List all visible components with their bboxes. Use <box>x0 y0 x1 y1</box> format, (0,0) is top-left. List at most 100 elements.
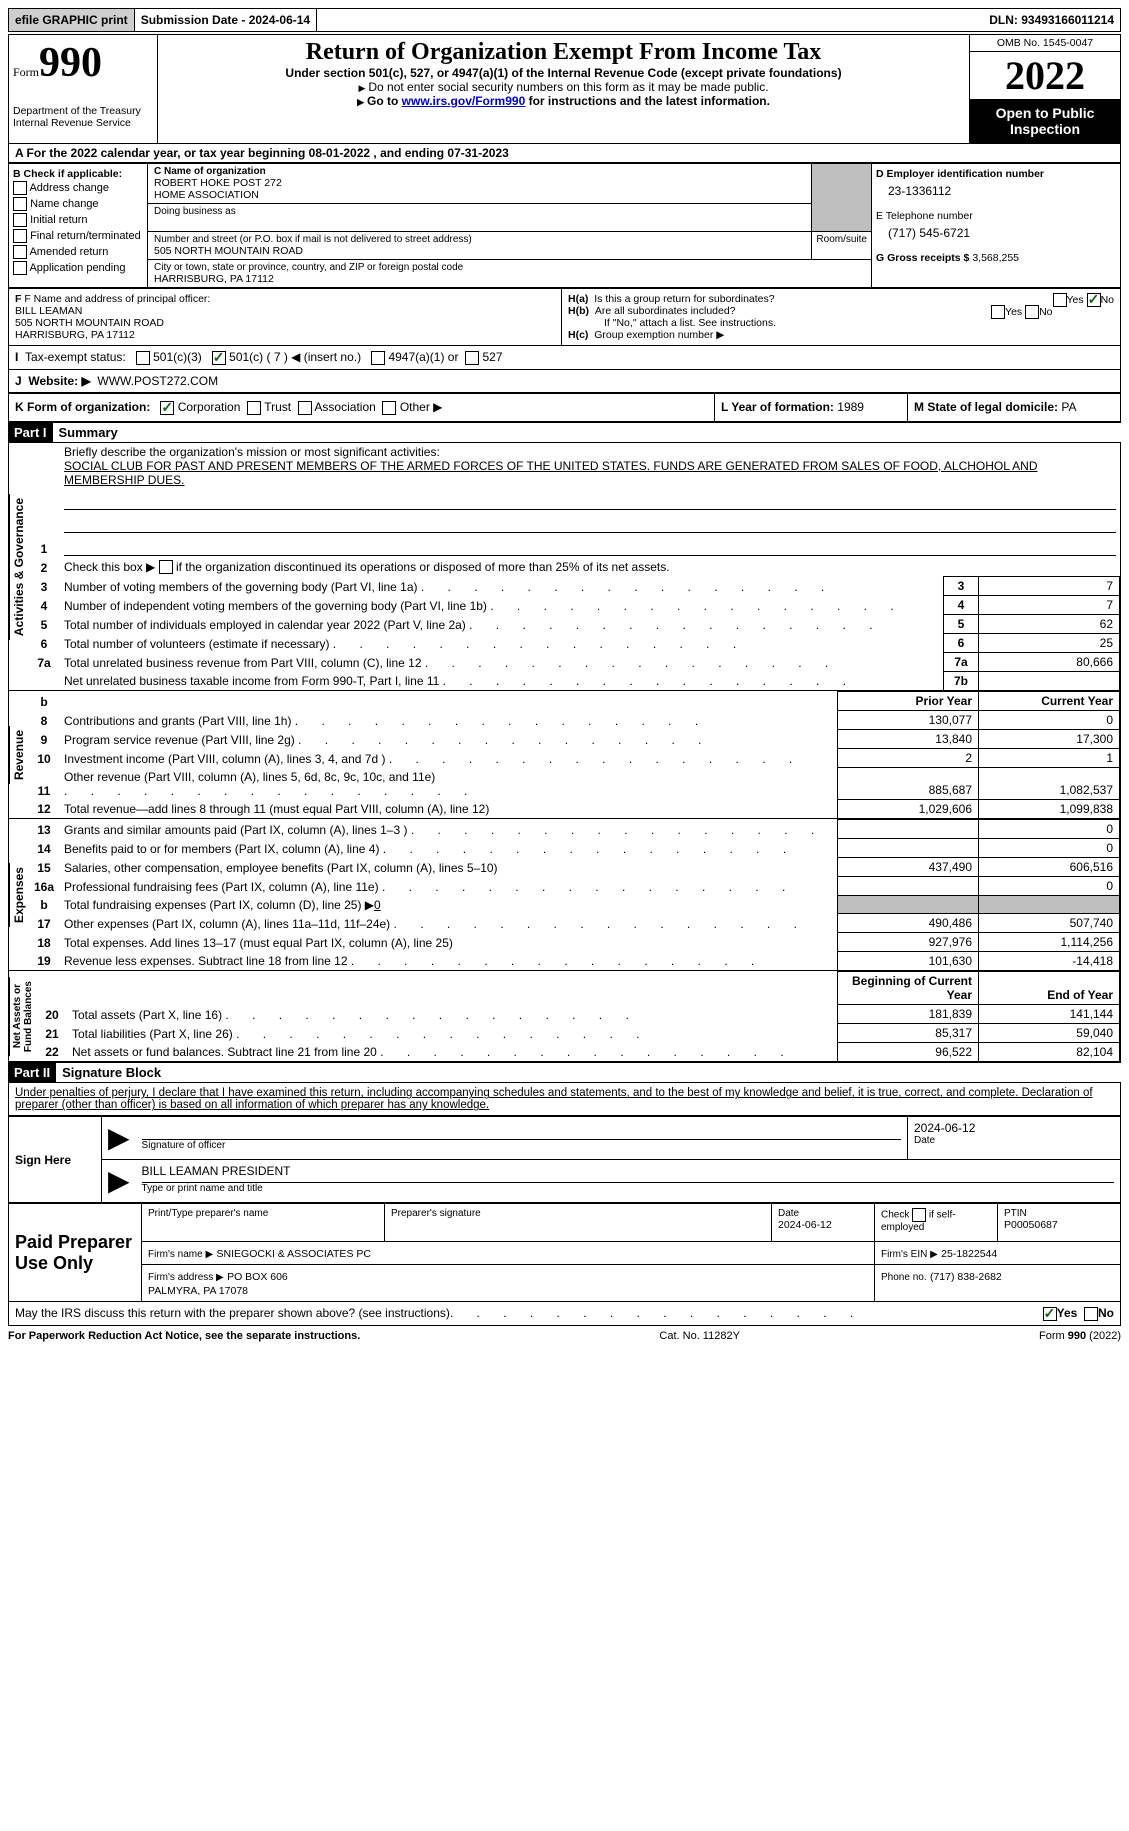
vlabel-netassets: Net Assets or Fund Balances <box>9 977 36 1056</box>
ha-yes[interactable] <box>1053 293 1067 307</box>
l4-label: Number of independent voting members of … <box>60 596 944 615</box>
revenue-table: bPrior YearCurrent Year 8Contributions a… <box>28 691 1120 818</box>
type-name-label: Type or print name and title <box>142 1183 1114 1194</box>
chk-name-change[interactable] <box>13 197 27 211</box>
dba-label: Doing business as <box>154 206 805 217</box>
l4-val: 7 <box>979 596 1120 615</box>
website: WWW.POST272.COM <box>97 374 218 388</box>
l1-label: Briefly describe the organization's miss… <box>64 445 440 459</box>
note-goto: Go to www.irs.gov/Form990 for instructio… <box>162 94 965 108</box>
box-k-label: K Form of organization: <box>15 400 150 414</box>
chk-501c3[interactable] <box>136 351 150 365</box>
dln: DLN: 93493166011214 <box>983 9 1120 31</box>
hdr-end: End of Year <box>979 972 1120 1005</box>
vlabel-expenses: Expenses <box>9 863 28 927</box>
hb: H(b) Are all subordinates included? Yes … <box>568 305 1114 317</box>
org-name: ROBERT HOKE POST 272 HOME ASSOCIATION <box>154 177 805 201</box>
l18: Total expenses. Add lines 13–17 (must eq… <box>60 933 838 952</box>
ha-no[interactable] <box>1087 293 1101 307</box>
irs-link[interactable]: www.irs.gov/Form990 <box>402 94 526 108</box>
efile-print-button[interactable]: efile GRAPHIC print <box>9 9 135 31</box>
box-d-label: D Employer identification number <box>876 168 1116 180</box>
box-i: I Tax-exempt status: 501(c)(3) 501(c) ( … <box>8 346 1121 370</box>
hb-yes[interactable] <box>991 305 1005 319</box>
main-title: Return of Organization Exempt From Incom… <box>162 39 965 66</box>
l8: Contributions and grants (Part VIII, lin… <box>60 711 838 730</box>
hb-no[interactable] <box>1025 305 1039 319</box>
chk-amended[interactable] <box>13 245 27 259</box>
box-m-label: M State of legal domicile: <box>914 400 1058 414</box>
discuss-yes[interactable] <box>1043 1307 1057 1321</box>
box-l-label: L Year of formation: <box>721 400 834 414</box>
chk-address-change[interactable] <box>13 181 27 195</box>
paid-preparer-block: Paid Preparer Use Only Print/Type prepar… <box>8 1203 1121 1302</box>
box-e-label: E Telephone number <box>876 210 1116 222</box>
form-footer: Form 990 (2022) <box>1039 1330 1121 1342</box>
l19: Revenue less expenses. Subtract line 18 … <box>60 952 838 971</box>
officer-group-block: F F Name and address of principal office… <box>8 288 1121 346</box>
subtitle: Under section 501(c), 527, or 4947(a)(1)… <box>162 66 965 80</box>
ha: H(a) Is this a group return for subordin… <box>568 293 1114 305</box>
chk-self-employed[interactable] <box>912 1208 926 1222</box>
l7a-val: 80,666 <box>979 653 1120 672</box>
l6-label: Total number of volunteers (estimate if … <box>60 634 944 653</box>
open-inspection: Open to Public Inspection <box>970 99 1120 143</box>
l2: Check this box ▶ if the organization dis… <box>60 558 1120 577</box>
chk-501c[interactable] <box>212 351 226 365</box>
l7b-label: Net unrelated business taxable income fr… <box>60 672 944 691</box>
box-f-label: F F Name and address of principal office… <box>15 293 555 305</box>
l16a: Professional fundraising fees (Part IX, … <box>60 877 838 896</box>
l15: Salaries, other compensation, employee b… <box>60 858 838 877</box>
l3-val: 7 <box>979 577 1120 596</box>
l5-label: Total number of individuals employed in … <box>60 615 944 634</box>
officer-name-title: BILL LEAMAN PRESIDENT <box>142 1164 1114 1183</box>
ein: 23-1336112 <box>888 184 1116 198</box>
firm-name: SNIEGOCKI & ASSOCIATES PC <box>217 1248 371 1260</box>
chk-527[interactable] <box>465 351 479 365</box>
chk-assoc[interactable] <box>298 401 312 415</box>
pra-notice: For Paperwork Reduction Act Notice, see … <box>8 1330 360 1342</box>
chk-other[interactable] <box>382 401 396 415</box>
paid-preparer-label: Paid Preparer Use Only <box>9 1204 142 1302</box>
part2-header: Part IISignature Block <box>8 1062 1121 1083</box>
chk-discontinued[interactable] <box>159 560 173 574</box>
vlabel-revenue: Revenue <box>9 726 28 784</box>
l7b-val <box>979 672 1120 691</box>
chk-4947[interactable] <box>371 351 385 365</box>
form-number: 990 <box>39 40 102 86</box>
prep-phone-label: Phone no. <box>881 1272 927 1283</box>
chk-initial-return[interactable] <box>13 213 27 227</box>
line-a-period: A For the 2022 calendar year, or tax yea… <box>8 144 1121 163</box>
ptin: P00050687 <box>1004 1219 1114 1231</box>
sig-officer-label: Signature of officer <box>142 1140 901 1151</box>
l10: Investment income (Part VIII, column (A)… <box>60 749 838 768</box>
l16b: Total fundraising expenses (Part IX, col… <box>60 896 838 914</box>
print-name-label: Print/Type preparer's name <box>148 1208 378 1219</box>
org-info-block: B Check if applicable: Address change Na… <box>8 163 1121 288</box>
year-formation: 1989 <box>837 400 864 414</box>
l17: Other expenses (Part IX, column (A), lin… <box>60 914 838 933</box>
l21: Total liabilities (Part X, line 26) <box>68 1024 838 1043</box>
box-b-label: B Check if applicable: <box>13 168 143 180</box>
arrow-icon: ▶ <box>108 1123 130 1154</box>
officer-name: BILL LEAMAN <box>15 305 555 317</box>
form-label: Form <box>13 65 39 79</box>
officer-city: HARRISBURG, PA 17112 <box>15 329 555 341</box>
vlabel-activities: Activities & Governance <box>9 494 28 640</box>
submission-date: Submission Date - 2024-06-14 <box>135 9 317 31</box>
discuss-no[interactable] <box>1084 1307 1098 1321</box>
sig-date: 2024-06-12 <box>914 1121 1114 1135</box>
chk-app-pending[interactable] <box>13 261 27 275</box>
firm-name-label: Firm's name ▶ <box>148 1249 213 1260</box>
box-b-list: Address change Name change Initial retur… <box>13 180 143 276</box>
note-ssn: Do not enter social security numbers on … <box>162 80 965 94</box>
chk-final-return[interactable] <box>13 229 27 243</box>
chk-trust[interactable] <box>247 401 261 415</box>
phone: (717) 545-6721 <box>888 226 1116 240</box>
room-label: Room/suite <box>816 234 867 245</box>
chk-corp[interactable] <box>160 401 174 415</box>
l20: Total assets (Part X, line 16) <box>68 1005 838 1024</box>
l9: Program service revenue (Part VIII, line… <box>60 730 838 749</box>
mission-text: SOCIAL CLUB FOR PAST AND PRESENT MEMBERS… <box>64 459 1038 487</box>
l7a-label: Total unrelated business revenue from Pa… <box>60 653 944 672</box>
